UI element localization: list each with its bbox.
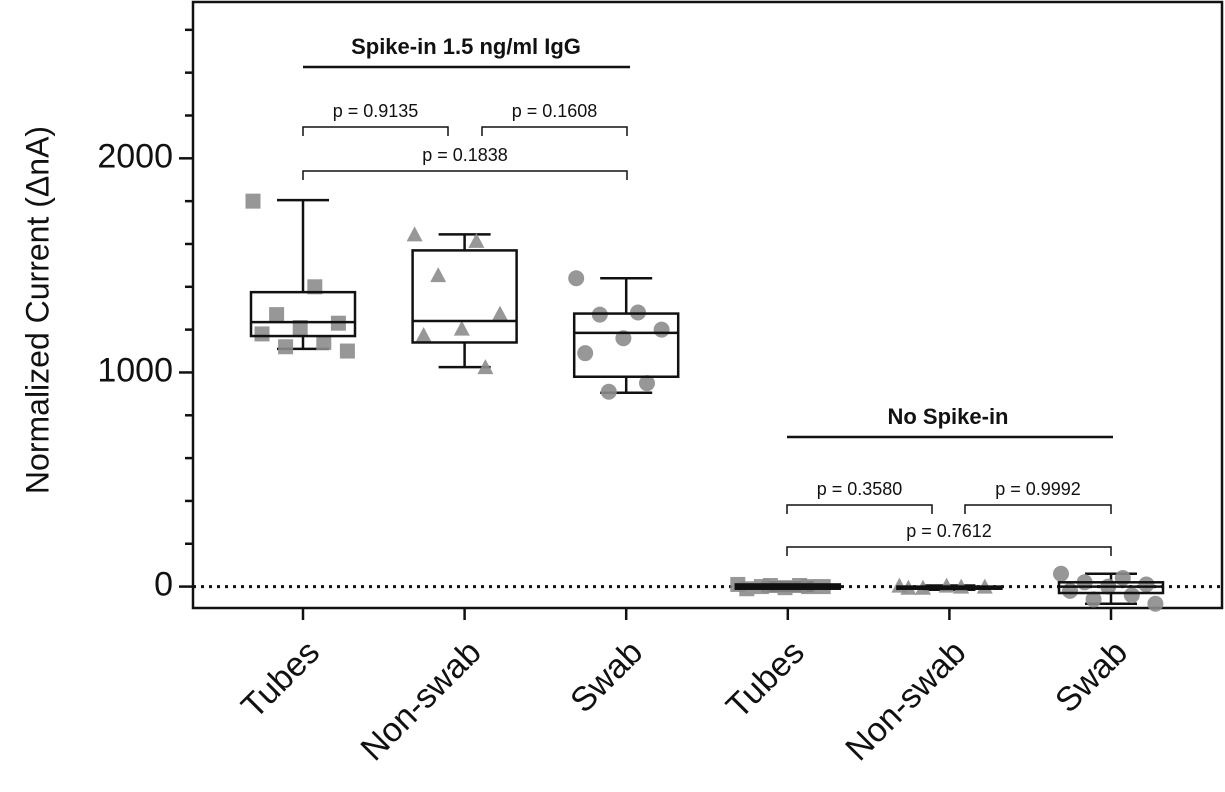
x-tick-label: Swab <box>563 633 650 720</box>
point <box>600 383 617 400</box>
point <box>1085 591 1102 608</box>
significance-bracket <box>302 126 449 136</box>
significance-bracket <box>302 170 628 180</box>
y-tick-label: 2000 <box>97 137 173 175</box>
point <box>653 321 670 338</box>
p-value: p = 0.3580 <box>817 479 903 499</box>
p-value: p = 0.1608 <box>512 101 598 121</box>
x-tick-label: Non-swab <box>838 633 973 768</box>
box <box>411 249 518 344</box>
y-tick-label: 0 <box>154 566 173 604</box>
point <box>468 232 485 248</box>
point <box>1123 587 1140 604</box>
significance-bracket <box>481 126 628 136</box>
point <box>245 193 261 209</box>
significance-bracket <box>786 546 1112 556</box>
point <box>1114 570 1131 587</box>
point <box>639 375 655 392</box>
group-label: No Spike-in <box>887 404 1008 429</box>
significance-bracket <box>964 504 1112 514</box>
significance-bracket <box>786 504 933 514</box>
point <box>492 305 508 321</box>
point <box>292 319 308 335</box>
y-tick-label: 1000 <box>97 351 173 389</box>
x-tick-label: Tubes <box>719 633 812 726</box>
point <box>278 339 294 355</box>
plot-frame <box>191 0 1224 610</box>
point <box>1147 595 1164 612</box>
y-axis-label: Normalized Current (ΔnA) <box>19 126 55 494</box>
point <box>307 279 323 295</box>
x-tick-label: Swab <box>1048 633 1135 720</box>
point <box>477 359 494 375</box>
p-value: p = 0.9992 <box>995 479 1081 499</box>
group-label: Spike-in 1.5 ng/ml IgG <box>351 34 581 59</box>
point <box>430 267 447 283</box>
box <box>572 312 680 378</box>
x-tick-label: Non-swab <box>353 633 488 768</box>
point <box>1138 576 1155 593</box>
x-tick-label: Tubes <box>234 633 327 726</box>
point <box>316 334 332 350</box>
point <box>615 330 632 347</box>
box <box>249 290 357 338</box>
point <box>453 320 470 336</box>
point <box>406 226 423 242</box>
p-value: p = 0.9135 <box>333 101 419 121</box>
point <box>568 270 585 287</box>
point <box>1062 582 1078 599</box>
point <box>577 345 594 362</box>
point <box>339 343 355 359</box>
p-value: p = 0.1838 <box>422 145 508 165</box>
point <box>254 326 270 342</box>
point <box>269 307 285 323</box>
point <box>415 327 432 343</box>
point <box>1053 565 1069 582</box>
p-value: p = 0.7612 <box>906 521 992 541</box>
